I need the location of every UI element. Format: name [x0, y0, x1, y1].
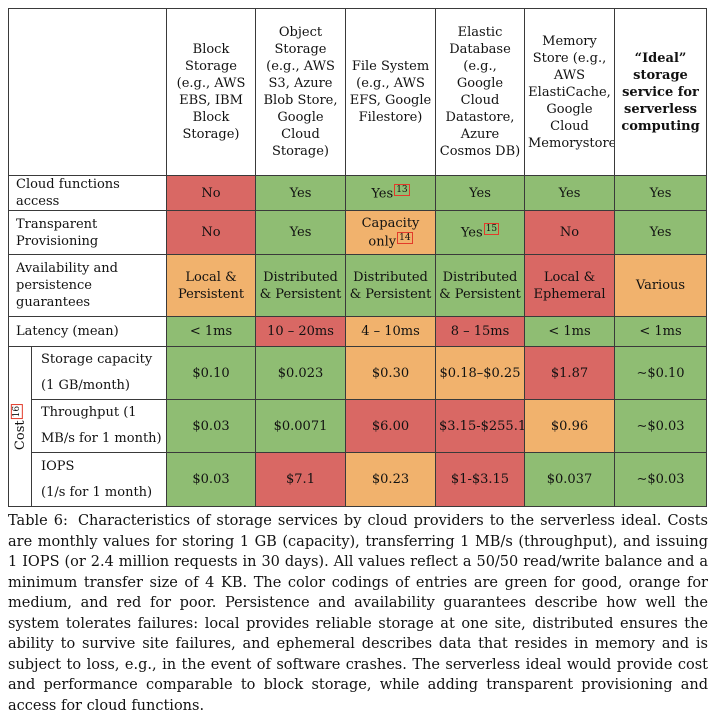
table-cell: $0.10 [166, 346, 256, 400]
table-cell: No [166, 175, 256, 211]
header-corner [8, 8, 167, 176]
row-label: Throughput (1 MB/s for 1 month) [31, 399, 167, 453]
caption-label: Table 6: [8, 513, 68, 529]
header-elastic-database: Elastic Database (e.g., Google Cloud Dat… [435, 8, 525, 176]
row-label: Storage capacity (1 GB/month) [31, 346, 167, 400]
row-label: Availability and persistence guarantees [8, 254, 167, 317]
row-label: Cloud functions access [8, 175, 167, 211]
table-cell: Local & Persistent [166, 254, 256, 317]
storage-comparison-table-wrapper: Block Storage (e.g., AWS EBS, IBM Block … [8, 8, 707, 507]
table-cell: ∼$0.03 [614, 399, 707, 453]
table-cell: Capacity only 14 [345, 210, 436, 255]
table-cell: $0.03 [166, 452, 256, 507]
row-label: Transparent Provisioning [8, 210, 167, 255]
table-cell: 4 – 10ms [345, 316, 436, 347]
footnote-marker[interactable]: 14 [397, 231, 413, 244]
row-transparent-provisioning: Transparent Provisioning No Yes Capacity… [8, 210, 707, 255]
table-cell: 8 – 15ms [435, 316, 525, 347]
table-cell: Yes [614, 210, 707, 255]
header-file-system: File System (e.g., AWS EFS, Google Files… [345, 8, 436, 176]
table-cell: Yes 13 [345, 175, 436, 211]
table-cell: $0.96 [524, 399, 615, 453]
footnote-marker[interactable]: 16 [10, 403, 23, 419]
table-caption: Table 6: Characteristics of storage serv… [8, 511, 708, 716]
table-cell: 10 – 20ms [255, 316, 346, 347]
row-availability: Availability and persistence guarantees … [8, 254, 707, 317]
table-cell: Yes [435, 175, 525, 211]
table-cell: Yes [255, 210, 346, 255]
table-cell: No [166, 210, 256, 255]
row-label: Latency (mean) [8, 316, 167, 347]
table-cell: $0.023 [255, 346, 346, 400]
table-cell: < 1ms [614, 316, 707, 347]
row-latency: Latency (mean) < 1ms 10 – 20ms 4 – 10ms … [8, 316, 707, 347]
table-cell: $0.037 [524, 452, 615, 507]
header-row: Block Storage (e.g., AWS EBS, IBM Block … [8, 8, 707, 176]
table-cell: ∼$0.10 [614, 346, 707, 400]
header-memory-store: Memory Store (e.g., AWS ElastiCache, Goo… [524, 8, 615, 176]
table-cell: $0.03 [166, 399, 256, 453]
row-storage-capacity: Cost16 Storage capacity (1 GB/month) $0.1… [8, 346, 707, 507]
row-iops: IOPS (1/s for 1 month) $0.03 $7.1 $0.23 $… [9, 452, 707, 507]
table-cell: $7.1 [255, 452, 346, 507]
table-cell: No [524, 210, 615, 255]
table-cell: Yes [614, 175, 707, 211]
table-cell: $1.87 [524, 346, 615, 400]
table-cell: $6.00 [345, 399, 436, 453]
table-cell: $0.0071 [255, 399, 346, 453]
table-cell: Various [614, 254, 707, 317]
table-cell: $3.15-$255.1 [435, 399, 525, 453]
row-label: IOPS (1/s for 1 month) [31, 452, 167, 507]
cost-group-label: Cost16 [8, 346, 32, 507]
table-cell: Distributed & Persistent [255, 254, 346, 317]
table-cell: Yes [524, 175, 615, 211]
table-cell: ∼$0.03 [614, 452, 707, 507]
table-cell: Distributed & Persistent [345, 254, 436, 317]
table-cell: $0.23 [345, 452, 436, 507]
footnote-marker[interactable]: 15 [483, 223, 500, 236]
row-cloud-functions: Cloud functions access No Yes Yes 13 Yes … [8, 175, 707, 211]
table-cell: < 1ms [524, 316, 615, 347]
table-cell: Yes [255, 175, 346, 211]
cost-label: Cost16 [10, 403, 29, 450]
header-ideal-storage: “Ideal” storage service for serverless c… [614, 8, 707, 176]
table-cell: Local & Ephemeral [524, 254, 615, 317]
header-object-storage: Object Storage (e.g., AWS S3, Azure Blob… [255, 8, 346, 176]
table-cell: $0.18–$0.25 [435, 346, 525, 400]
header-block-storage: Block Storage (e.g., AWS EBS, IBM Block … [166, 8, 256, 176]
storage-comparison-table: Block Storage (e.g., AWS EBS, IBM Block … [8, 8, 707, 507]
table-cell: $0.30 [345, 346, 436, 400]
footnote-marker[interactable]: 13 [394, 183, 410, 196]
caption-text: Characteristics of storage services by c… [8, 513, 708, 714]
table-cell: < 1ms [166, 316, 256, 347]
table-cell: Distributed & Persistent [435, 254, 525, 317]
table-cell: Yes 15 [435, 210, 525, 255]
table-cell: $1-$3.15 [435, 452, 525, 507]
row-throughput: Throughput (1 MB/s for 1 month) $0.03 $0.… [9, 399, 707, 453]
